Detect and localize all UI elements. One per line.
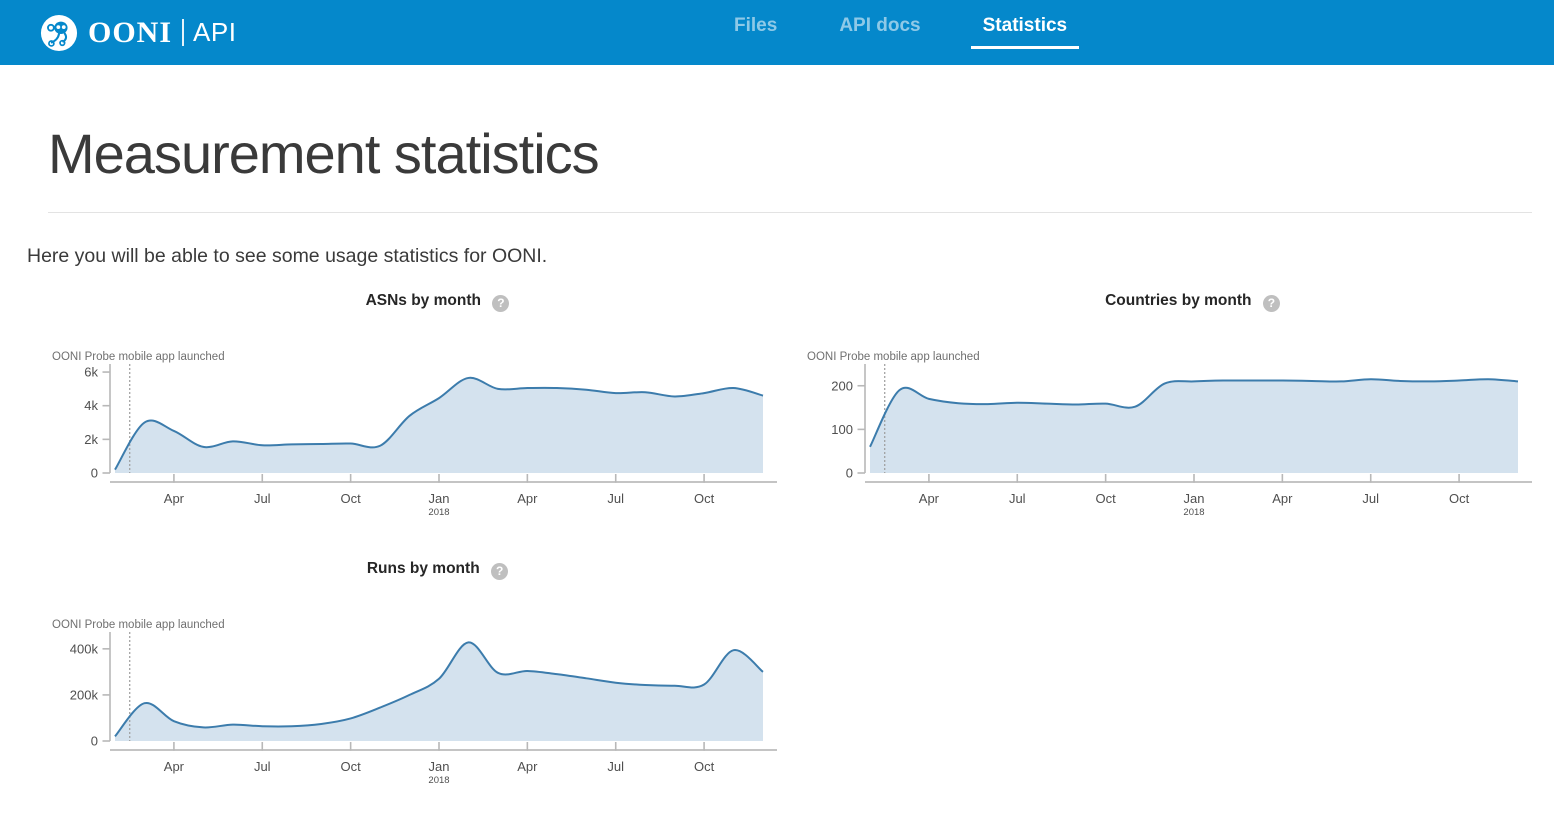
y-tick-label: 200k [70,687,99,702]
brand-name: OONI [88,16,172,50]
x-tick-label: Jul [1009,491,1026,506]
chart-title: ASNs by month [366,292,481,309]
asns-by-month-chart: ASNs by month ? 0 2k 4k 6k Apr Jul Oct Jan2018 A… [40,292,780,524]
x-tick-label: Jan [1184,491,1205,506]
x-tick-year-label: 2018 [428,507,449,518]
ooni-logo[interactable]: OONI API [40,0,236,65]
help-question-icon[interactable]: ? [491,563,508,580]
runs-chart-plot: 0 200k 400k Apr Jul Oct Jan2018 Apr Jul Oct OONI P… [40,612,780,792]
nav-item-files[interactable]: Files [722,0,789,49]
x-tick-label: Apr [517,491,538,506]
x-tick-label: Jul [254,491,271,506]
x-tick-year-label: 2018 [428,775,449,786]
y-tick-label: 400k [70,641,99,656]
nav-item-api-docs[interactable]: API docs [827,0,932,49]
x-tick-label: Jul [607,491,624,506]
x-tick-label: Apr [517,759,538,774]
y-tick-label: 6k [84,365,98,380]
chart-title-row: Countries by month ? [795,292,1535,312]
page-title: Measurement statistics [48,121,1554,186]
page-intro: Here you will be able to see some usage … [27,245,1554,268]
nav-item-statistics[interactable]: Statistics [971,0,1079,49]
area-fill [870,379,1518,473]
help-question-icon[interactable]: ? [1263,295,1280,312]
x-tick-label: Oct [341,491,362,506]
y-tick-label: 4k [84,398,98,413]
x-tick-label: Jul [254,759,271,774]
page-content: Measurement statistics Here you will be … [0,121,1554,792]
ooni-octopus-icon [40,14,78,52]
y-tick-label: 0 [91,466,98,481]
x-tick-year-label: 2018 [1183,507,1204,518]
x-tick-label: Oct [1096,491,1117,506]
x-tick-label: Oct [694,491,715,506]
x-tick-label: Jul [1362,491,1379,506]
x-tick-label: Apr [1272,491,1293,506]
chart-title-row: ASNs by month ? [40,292,780,312]
x-tick-label: Oct [1449,491,1470,506]
app-header: OONI API Files API docs Statistics [0,0,1554,65]
x-tick-label: Jul [607,759,624,774]
brand-product: API [193,17,236,48]
charts-row-2: Runs by month ? 0 200k 400k Apr Jul Oct Jan201… [0,560,1554,792]
y-tick-label: 0 [91,734,98,749]
main-nav: Files API docs Statistics [722,0,1079,49]
charts-row-1: ASNs by month ? 02k4k6kAprJulOctJan2018A… [0,292,1554,524]
app-launch-annotation-label: OONI Probe mobile app launched [807,351,980,363]
countries-chart-plot: 0 100 200 Apr Jul Oct Jan2018 Apr Jul Oct OONI Pro… [795,344,1535,524]
y-tick-label: 200 [831,378,853,393]
x-tick-label: Oct [341,759,362,774]
help-question-icon[interactable]: ? [492,295,509,312]
chart-title-row: Runs by month ? [40,560,780,580]
x-tick-label: Apr [164,491,185,506]
y-tick-label: 2k [84,432,98,447]
x-tick-label: Apr [164,759,185,774]
x-tick-label: Jan [429,491,450,506]
y-tick-label: 100 [831,422,853,437]
runs-by-month-chart: Runs by month ? 0 200k 400k Apr Jul Oct Jan201… [40,560,780,792]
chart-title: Countries by month [1105,292,1251,309]
brand-divider [182,19,184,46]
countries-by-month-chart: Countries by month ? 0 100 200 Apr Jul Oct Jan… [795,292,1535,524]
app-launch-annotation-label: OONI Probe mobile app launched [52,351,225,363]
chart-title: Runs by month [367,560,480,577]
charts-area: ASNs by month ? 02k4k6kAprJulOctJan2018A… [0,292,1554,792]
title-divider [48,212,1532,213]
y-tick-label: 0 [846,466,853,481]
app-launch-annotation-label: OONI Probe mobile app launched [52,619,225,631]
x-tick-label: Apr [919,491,940,506]
x-tick-label: Jan [429,759,450,774]
asns-chart-plot: 0 2k 4k 6k Apr Jul Oct Jan2018 Apr Jul Oct OONI Pro… [40,344,780,524]
area-fill [115,378,763,473]
x-tick-label: Oct [694,759,715,774]
